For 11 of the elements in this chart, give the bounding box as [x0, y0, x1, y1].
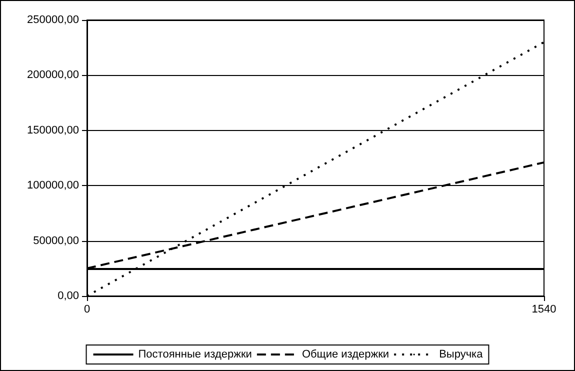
legend-label: Выручка [439, 348, 484, 360]
x-tick-label: 1540 [532, 304, 556, 316]
y-tick-label: 50000,00 [33, 234, 79, 247]
y-tick-label: 0,00 [58, 290, 79, 302]
y-tick-label: 200000,00 [27, 69, 79, 82]
y-tick-label: 150000,00 [27, 124, 79, 136]
x-tick-label: 0 [84, 304, 90, 316]
y-tick-label: 250000,00 [27, 14, 79, 26]
legend-label: Постоянные издержки [138, 348, 252, 360]
y-tick-label: 100000,00 [27, 180, 79, 192]
legend-label: Общие издержки [302, 348, 390, 360]
